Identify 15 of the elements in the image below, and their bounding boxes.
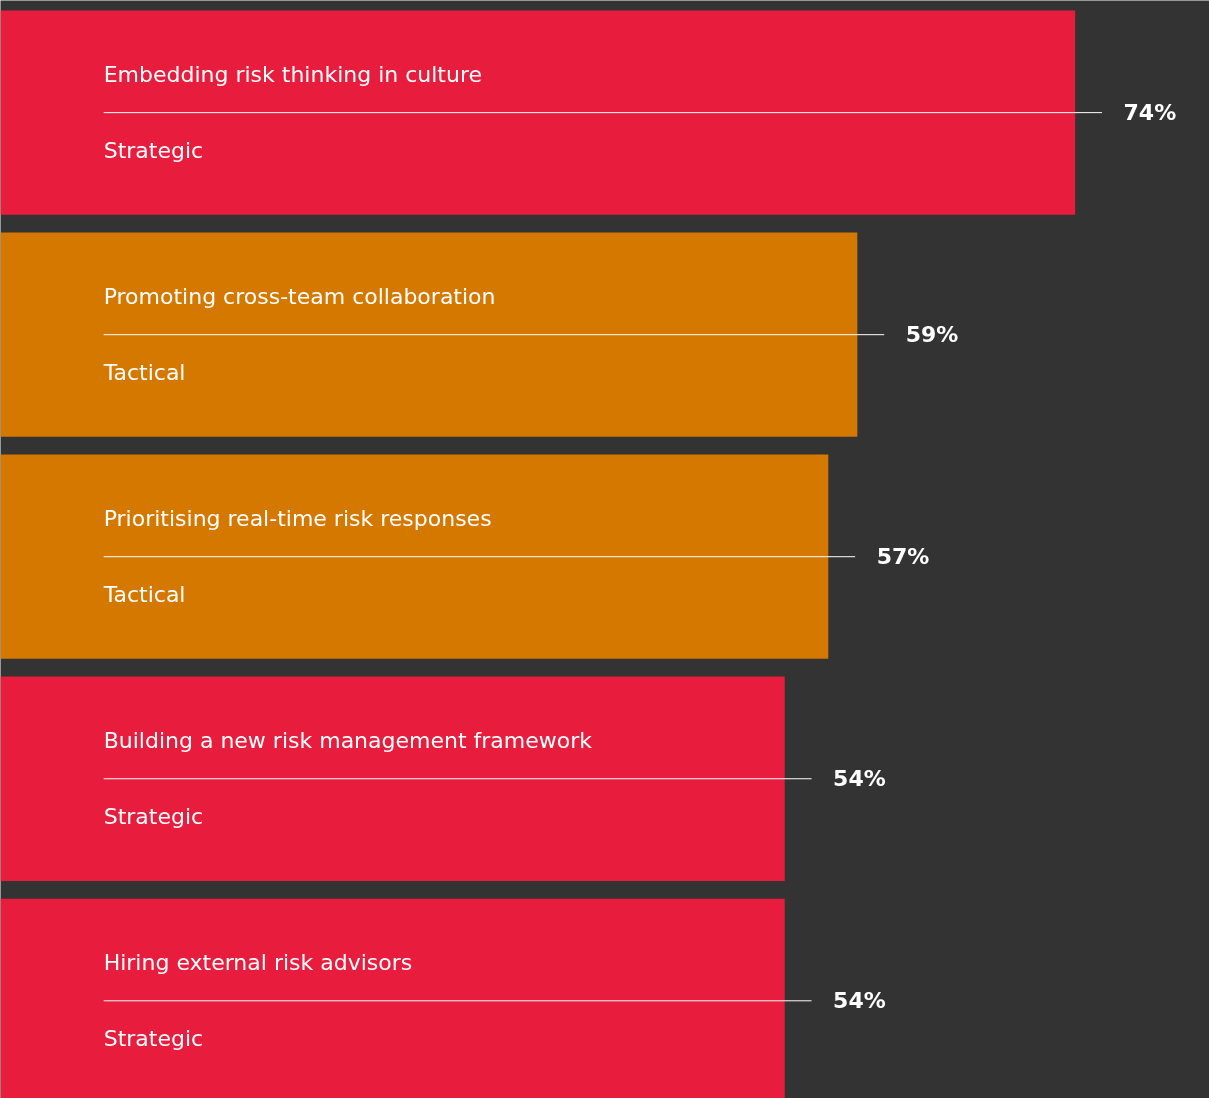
- data-label: 54%: [833, 988, 886, 1014]
- annotation: Strategic: [103, 804, 204, 830]
- data-label: 57%: [876, 544, 930, 570]
- y-tick-label: Prioritising real-time risk responses: [103, 506, 492, 532]
- annotation: Tactical: [102, 360, 186, 386]
- y-tick-label: Hiring external risk advisors: [103, 950, 413, 976]
- y-tick-label: Building a new risk management framework: [103, 728, 593, 754]
- annotation: Tactical: [102, 582, 186, 608]
- data-label: 59%: [905, 322, 959, 348]
- data-label: 74%: [1123, 100, 1177, 126]
- annotation: Strategic: [103, 138, 204, 164]
- annotation: Strategic: [103, 1026, 204, 1052]
- y-tick-label: Embedding risk thinking in culture: [103, 62, 483, 88]
- data-label: 54%: [833, 766, 886, 792]
- y-tick-label: Promoting cross-team collaboration: [103, 284, 496, 310]
